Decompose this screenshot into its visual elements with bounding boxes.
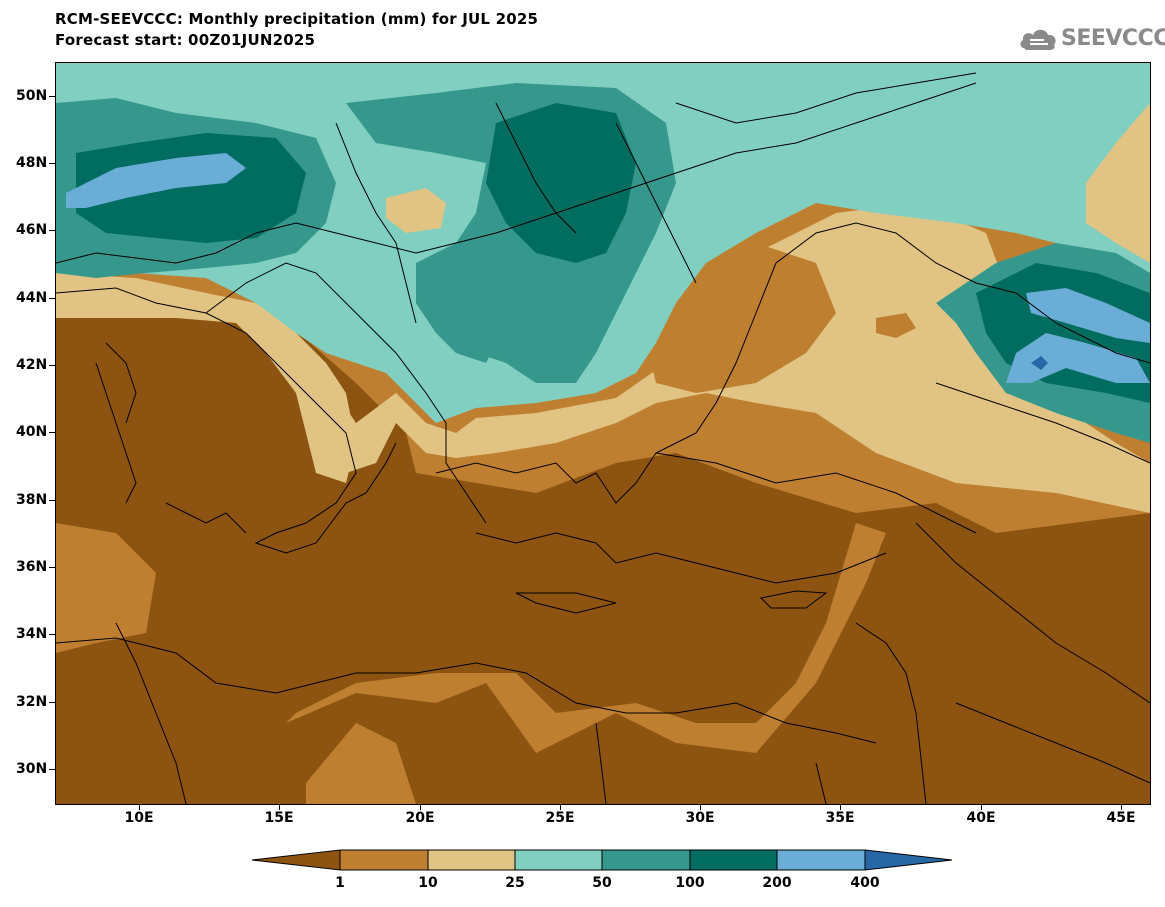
lon-label-25e: 25E: [545, 810, 575, 826]
lon-tick: [1121, 804, 1122, 810]
colorbar: [251, 849, 953, 871]
colorbar-label: 10: [418, 875, 438, 891]
colorbar-bin: [427, 849, 516, 871]
lat-tick: [49, 298, 55, 299]
lat-label-44n: 44N: [16, 290, 48, 306]
colorbar-bin: [514, 849, 603, 871]
lat-label-46n: 46N: [16, 222, 48, 238]
lon-label-40e: 40E: [966, 810, 996, 826]
lat-tick: [49, 769, 55, 770]
colorbar-bin: [339, 849, 429, 871]
lon-tick: [139, 804, 140, 810]
colorbar-label: 400: [850, 875, 880, 891]
colorbar-bin: [601, 849, 691, 871]
lat-tick: [49, 702, 55, 703]
lat-label-30n: 30N: [16, 761, 48, 777]
colorbar-label: 1: [335, 875, 345, 891]
lat-tick: [49, 230, 55, 231]
lon-tick: [279, 804, 280, 810]
colorbar-label: 50: [592, 875, 612, 891]
lat-label-48n: 48N: [16, 155, 48, 171]
lon-tick: [560, 804, 561, 810]
colorbar-label: 200: [762, 875, 792, 891]
lat-label-50n: 50N: [16, 88, 48, 104]
lat-tick: [49, 500, 55, 501]
lat-tick: [49, 634, 55, 635]
colorbar-label: 25: [505, 875, 525, 891]
logo-text: SEEVCCC: [1061, 26, 1165, 51]
lat-tick: [49, 432, 55, 433]
colorbar-lower-extend: [251, 849, 341, 871]
forecast-start: Forecast start: 00Z01JUN2025: [55, 31, 316, 49]
colorbar-bin: [776, 849, 866, 871]
lon-label-10e: 10E: [124, 810, 154, 826]
cloud-icon: [1020, 29, 1056, 50]
lat-tick: [49, 96, 55, 97]
lat-tick: [49, 163, 55, 164]
lon-label-15e: 15E: [264, 810, 294, 826]
lon-tick: [981, 804, 982, 810]
colorbar-label: 100: [675, 875, 705, 891]
colorbar-bin: [689, 849, 778, 871]
lon-label-35e: 35E: [825, 810, 855, 826]
lon-label-30e: 30E: [685, 810, 715, 826]
map-canvas: [56, 63, 1150, 804]
lat-label-42n: 42N: [16, 357, 48, 373]
lat-label-32n: 32N: [16, 694, 48, 710]
colorbar-upper-extend: [864, 849, 953, 871]
lon-label-45e: 45E: [1106, 810, 1136, 826]
precipitation-map: [55, 62, 1151, 805]
lon-label-20e: 20E: [405, 810, 435, 826]
lat-tick: [49, 365, 55, 366]
coastlines: [56, 72, 1150, 804]
map-title: RCM-SEEVCCC: Monthly precipitation (mm) …: [55, 10, 539, 28]
lat-label-36n: 36N: [16, 559, 48, 575]
lat-tick: [49, 567, 55, 568]
lat-label-38n: 38N: [16, 492, 48, 508]
lon-tick: [420, 804, 421, 810]
lon-tick: [840, 804, 841, 810]
lat-label-40n: 40N: [16, 424, 48, 440]
lon-tick: [700, 804, 701, 810]
lat-label-34n: 34N: [16, 626, 48, 642]
